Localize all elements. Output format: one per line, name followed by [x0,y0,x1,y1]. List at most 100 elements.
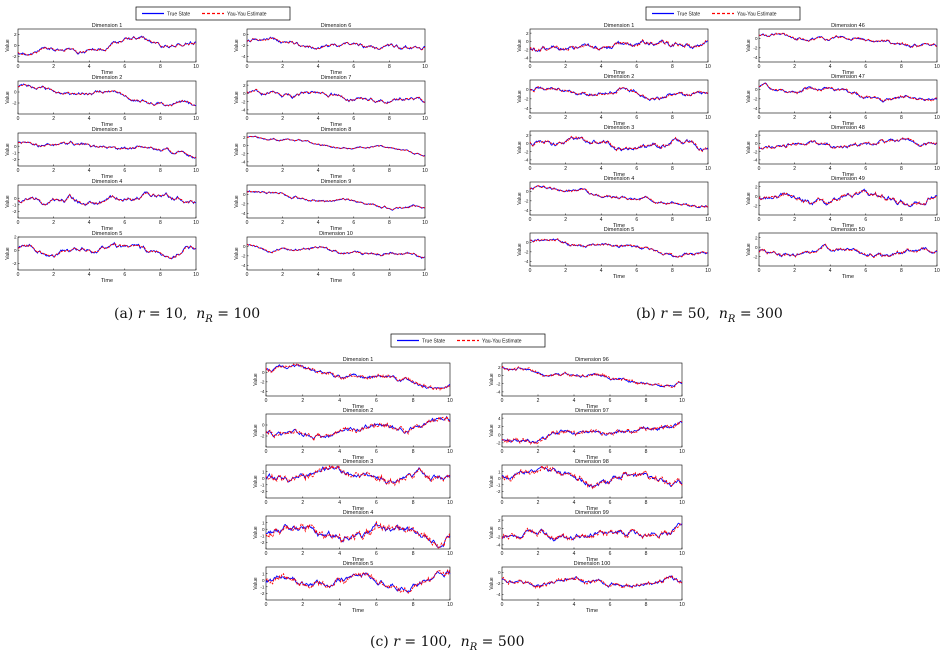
x-tick-label: 6 [352,64,355,70]
y-tick-label: 0 [526,39,529,44]
x-tick-label: 8 [159,64,162,70]
panel-title: Dimension 99 [575,510,609,516]
plot-area [758,79,938,114]
y-tick-label: 0 [262,423,265,428]
x-tick-label: 6 [375,551,378,557]
y-tick-label: 1 [262,571,265,576]
y-tick-label: -4 [241,211,246,216]
x-tick-label: 8 [412,449,415,455]
x-tick-label: 8 [159,168,162,174]
y-tick-label: 0 [14,196,17,201]
x-tick-label: 0 [529,268,532,274]
y-tick-label: 0 [243,32,246,37]
series-yau-yau-estimate [265,464,451,487]
y-tick-label: -4 [496,592,501,597]
x-tick-label: 6 [864,64,867,70]
plot-area [17,80,197,115]
y-axis-label: Value [234,91,240,104]
y-tick-label: -2 [753,254,758,259]
panel-title: Dimension 96 [575,357,609,363]
series-yau-yau-estimate [529,135,709,153]
legend-c: True State Yau-Yau Estimate [390,333,546,348]
y-tick-label: 1 [262,520,265,525]
x-tick-label: 2 [301,449,304,455]
x-tick-label: 8 [412,398,415,404]
panel-title: Dimension 10 [319,231,353,237]
panel-title: Dimension 4 [343,510,374,516]
x-tick-label: 4 [829,268,832,274]
panel-title: Dimension 2 [604,74,635,80]
y-tick-label: -4 [753,106,758,111]
x-tick-label: 6 [609,449,612,455]
y-axis-label: Value [234,247,240,260]
x-axis-label: Time [330,174,342,180]
x-axis-label: Time [352,608,364,614]
y-tick-label: 0 [262,578,265,583]
y-tick-label: 0 [755,36,758,41]
x-tick-label: 10 [679,602,685,608]
x-tick-label: 2 [793,166,796,172]
x-tick-label: 0 [265,398,268,404]
series-yau-yau-estimate [17,140,197,159]
y-tick-label: -4 [524,56,529,61]
x-tick-label: 2 [301,500,304,506]
x-tick-label: 2 [537,398,540,404]
series-yau-yau-estimate [17,83,197,107]
y-tick-label: 2 [755,184,758,189]
panel-title: Dimension 8 [321,127,352,133]
y-tick-label: 0 [526,141,529,146]
x-tick-label: 6 [864,268,867,274]
series-true-state [529,39,709,52]
y-axis-label: Value [746,39,752,52]
x-axis-label: Time [330,70,342,76]
y-tick-label: -2 [524,250,529,255]
x-axis-label: Time [613,121,625,127]
plot-area [17,236,197,271]
legend-label-true: True State [422,339,445,345]
x-tick-label: 6 [375,500,378,506]
series-yau-yau-estimate [529,238,709,258]
x-tick-label: 10 [193,168,199,174]
x-tick-label: 4 [829,115,832,121]
x-tick-label: 6 [352,220,355,226]
x-tick-label: 10 [679,398,685,404]
x-tick-label: 4 [338,551,341,557]
x-tick-label: 10 [193,116,199,122]
panel-title: Dimension 9 [321,179,352,185]
y-tick-label: 2 [243,135,246,140]
y-axis-label: Value [746,192,752,205]
plot-area [17,132,197,167]
y-tick-label: -4 [524,208,529,213]
x-tick-label: 0 [758,217,761,223]
x-tick-label: 8 [159,116,162,122]
y-tick-label: -2 [753,149,758,154]
y-tick-label: -4 [753,158,758,163]
y-tick-label: 0 [14,248,17,253]
legend-a: True State Yau-Yau Estimate [135,6,291,21]
x-tick-label: 2 [52,168,55,174]
y-tick-label: 2 [755,133,758,138]
x-tick-label: 8 [159,272,162,278]
y-tick-label: -2 [260,380,265,385]
y-tick-label: 0 [498,373,501,378]
panel-title: Dimension 4 [604,176,635,182]
x-tick-label: 10 [447,449,453,455]
series-yau-yau-estimate [246,243,426,259]
y-tick-label: -4 [241,263,246,268]
x-tick-label: 8 [671,166,674,172]
x-tick-label: 6 [635,115,638,121]
x-tick-label: 10 [934,64,940,70]
y-tick-label: -2 [12,209,17,214]
y-axis-label: Value [5,39,11,52]
panel-title: Dimension 46 [831,23,865,29]
series-yau-yau-estimate [17,191,197,206]
y-tick-label: -2 [753,97,758,102]
